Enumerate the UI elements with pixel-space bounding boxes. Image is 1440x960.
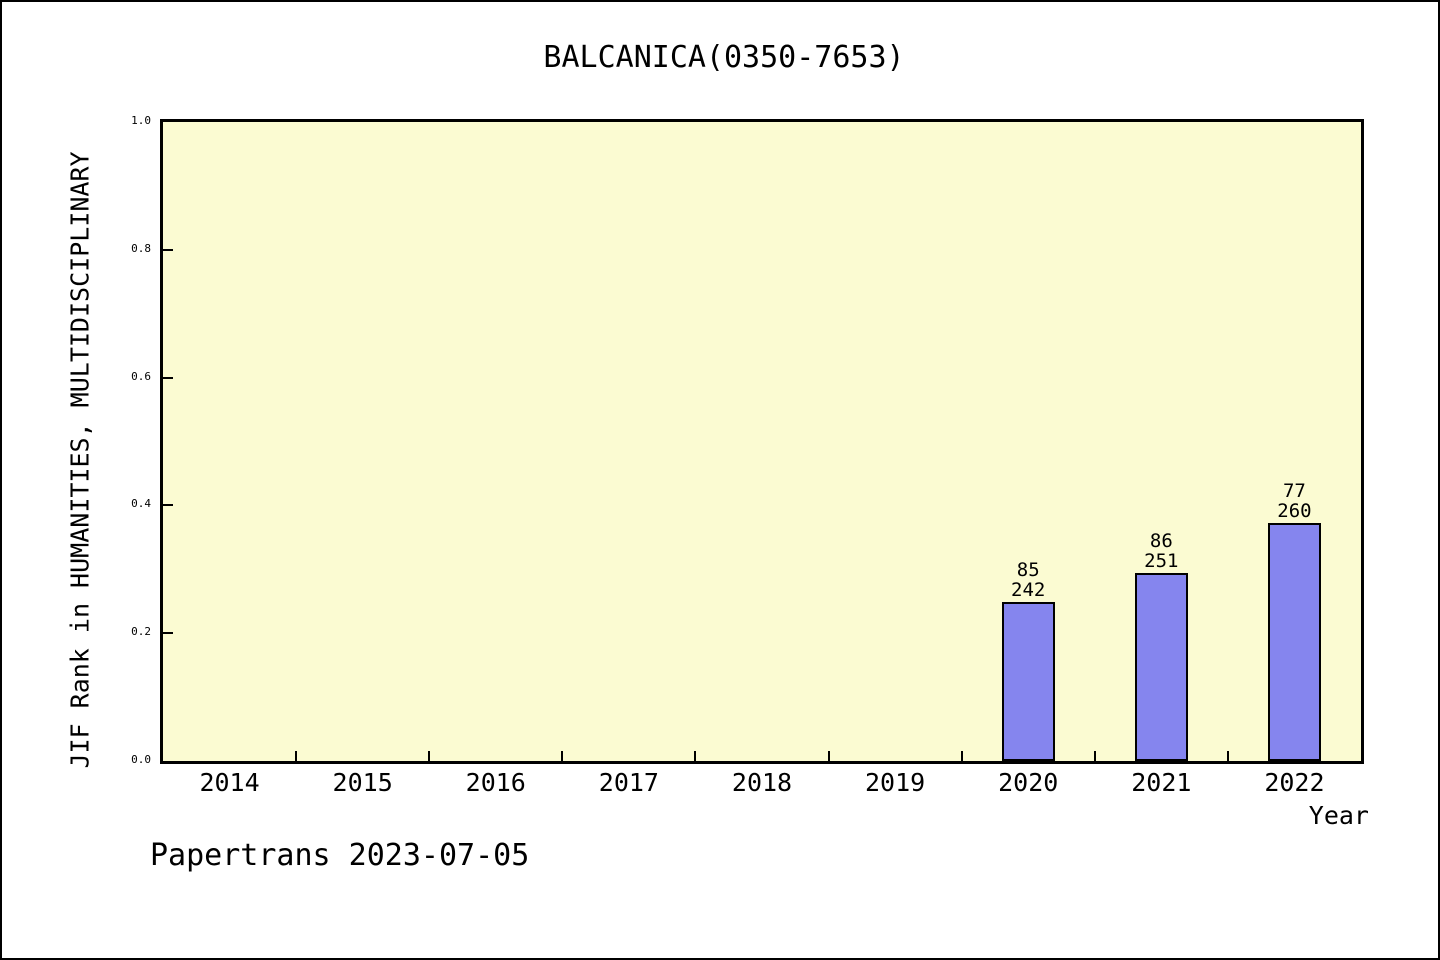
- bar-label-2022: 77 260: [1277, 480, 1312, 523]
- x-tick-label-2018: 2018: [731, 768, 793, 797]
- footer-note: Papertrans 2023-07-05: [150, 838, 530, 873]
- x-tick-label-2014: 2014: [199, 768, 260, 797]
- x-tick-label-2016: 2016: [465, 768, 526, 797]
- x-tick-mark-8: [1226, 751, 1229, 761]
- x-tick-label-2020: 2020: [998, 768, 1059, 797]
- y-tick-label-0.0: 0.0: [131, 753, 151, 766]
- x-tick-mark-7: [1093, 751, 1096, 761]
- chart-title: BALCANICA(0350-7653): [543, 40, 905, 75]
- plot-area: 0.0 0.2 0.4 0.6 0.8 1.0 2014 2015 2016 2017 2018 20…: [131, 114, 1369, 830]
- y-tick-label-1.0: 1.0: [131, 114, 151, 127]
- y-tick-mark-0.6: [163, 376, 173, 379]
- bar-2020: [1001, 601, 1055, 761]
- bar-2021: [1134, 573, 1188, 761]
- x-tick-mark-1: [295, 751, 298, 761]
- x-tick-mark-2: [428, 751, 431, 761]
- x-tick-label-2017: 2017: [598, 768, 659, 797]
- bar-label-2021: 86 251: [1144, 530, 1179, 573]
- y-tick-mark-0.8: [163, 248, 173, 251]
- x-tick-label-2022: 2022: [1264, 768, 1325, 797]
- y-tick-label-0.4: 0.4: [131, 497, 151, 511]
- x-tick-mark-3: [561, 751, 564, 761]
- x-axis-title: Year: [1308, 801, 1369, 830]
- x-tick-mark-6: [960, 751, 963, 761]
- x-tick-label-2015: 2015: [332, 768, 393, 797]
- x-tick-label-2021: 2021: [1131, 768, 1192, 797]
- y-tick-label-0.8: 0.8: [131, 241, 151, 255]
- x-tick-mark-5: [827, 751, 830, 761]
- bar-2022: [1267, 523, 1321, 761]
- bar-label-2020: 85 242: [1011, 558, 1046, 601]
- y-tick-mark-0.2: [163, 632, 173, 635]
- x-tick-mark-4: [694, 751, 697, 761]
- x-tick-label-2019: 2019: [865, 768, 926, 797]
- y-tick-label-0.6: 0.6: [131, 369, 151, 383]
- y-tick-mark-0.4: [163, 504, 173, 507]
- y-tick-label-0.2: 0.2: [131, 625, 151, 639]
